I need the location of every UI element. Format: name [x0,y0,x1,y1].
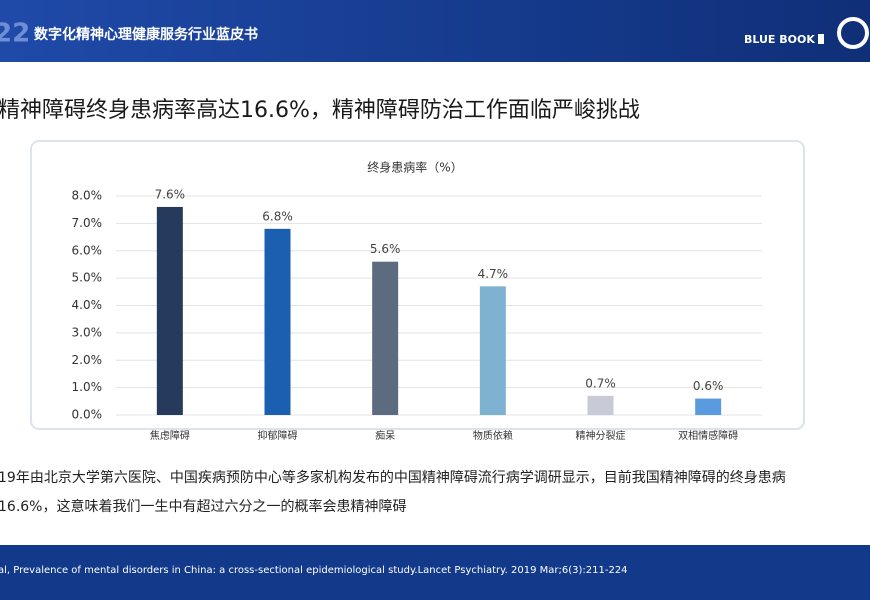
y-tick-label: 7.0% [72,216,103,230]
y-tick-label: 2.0% [72,353,103,367]
data-label: 5.6% [370,242,401,256]
bar [695,398,722,415]
logo-icon [837,17,869,49]
source: al, Prevalence of mental disorders in Ch… [0,565,628,576]
data-label: 7.6% [155,187,186,201]
body-line: 16.6%，这意味着我们一生中有超过六分之一的概率会患精神障碍 [0,498,406,515]
bar [264,228,291,415]
data-label: 4.7% [478,267,509,281]
data-label: 0.7% [585,376,616,390]
bar [156,206,183,415]
header-logo-text: 22 [0,19,30,49]
y-tick-label: 4.0% [72,298,103,312]
header-bar [0,0,870,62]
chart-title: 终身患病率（%） [367,160,462,175]
y-tick-label: 8.0% [72,189,103,203]
header-title: 数字化精神心理健康服务行业蓝皮书 [34,26,258,43]
y-tick-label: 3.0% [72,325,103,339]
x-tick-label: 抑郁障碍 [258,429,298,442]
chart-card [30,140,805,430]
y-tick-label: 5.0% [72,271,103,285]
x-tick-label: 痴呆 [375,429,395,442]
y-tick-label: 6.0% [72,243,103,257]
header-badge: BLUE BOOK [744,33,815,46]
x-tick-label: 物质依赖 [473,429,513,442]
x-tick-label: 双相情感障碍 [678,429,738,442]
y-tick-label: 1.0% [72,380,103,394]
headline: 精神障碍终身患病率高达16.6%，精神障碍防治工作面临严峻挑战 [0,98,640,123]
footer-bar [0,545,870,600]
y-tick-label: 0.0% [72,408,103,422]
bar [479,286,506,415]
badge-block [818,34,824,44]
data-label: 6.8% [262,209,293,223]
x-tick-label: 精神分裂症 [576,429,626,442]
body-line: 19年由北京大学第六医院、中国疾病预防中心等多家机构发布的中国精神障碍流行病学调… [0,469,786,486]
bar [587,395,614,415]
data-label: 0.6% [693,379,724,393]
bar [372,261,399,415]
x-tick-label: 焦虑障碍 [150,429,190,442]
